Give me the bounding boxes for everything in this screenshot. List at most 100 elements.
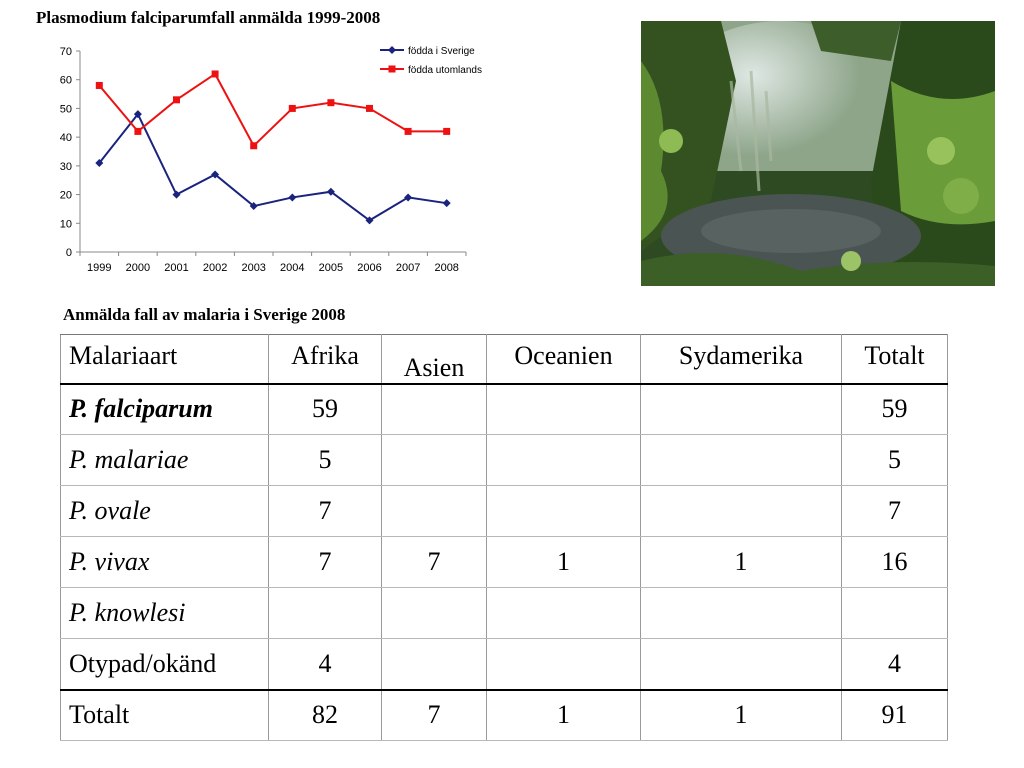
- sydamerika-cell: [640, 434, 842, 486]
- afrika-cell: 4: [268, 638, 382, 690]
- data-point: [134, 127, 142, 135]
- oceanien-cell: [486, 383, 641, 435]
- asien-cell: [381, 383, 487, 435]
- totalt-cell: 59: [841, 383, 948, 435]
- x-tick-label: 2000: [126, 262, 150, 274]
- data-point: [288, 193, 297, 202]
- chart-title: Plasmodium falciparumfall anmälda 1999-2…: [36, 8, 381, 27]
- y-tick-label: 10: [60, 218, 72, 230]
- sydamerika-cell: [640, 485, 842, 537]
- y-tick-label: 20: [60, 190, 72, 202]
- afrika-cell: 82: [268, 688, 382, 741]
- malaria-cases-table: Malariaart Afrika Asien Oceanien Sydamer…: [60, 334, 948, 741]
- table-row: Otypad/okänd 4 4: [60, 638, 948, 690]
- y-tick-label: 50: [60, 103, 72, 115]
- sydamerika-cell: 1: [640, 536, 842, 588]
- x-tick-label: 2002: [203, 262, 227, 274]
- header-asien: Asien: [381, 334, 487, 385]
- data-point: [404, 193, 413, 202]
- series-line-1: [98, 112, 447, 222]
- species-cell: P. vivax: [60, 536, 269, 588]
- species-cell: P. falciparum: [60, 383, 269, 435]
- oceanien-cell: 1: [486, 536, 641, 588]
- data-point: [404, 127, 412, 135]
- table-header-row: Malariaart Afrika Asien Oceanien Sydamer…: [60, 334, 948, 385]
- afrika-cell: 7: [268, 536, 382, 588]
- asien-cell: 7: [381, 688, 487, 741]
- y-tick-label: 30: [60, 161, 72, 173]
- oceanien-cell: [486, 587, 641, 639]
- legend-marker: [388, 46, 396, 54]
- header-oceanien: Oceanien: [486, 334, 641, 385]
- header-malariaart: Malariaart: [60, 334, 269, 385]
- totalt-cell: 4: [841, 638, 948, 690]
- afrika-cell: [268, 587, 382, 639]
- totalt-cell: 91: [841, 688, 948, 741]
- table-row: P. ovale 7 7: [60, 485, 948, 537]
- sydamerika-cell: 1: [640, 688, 842, 741]
- x-tick-label: 2007: [396, 262, 420, 274]
- line-chart: 0 10 20 30 40 50 60 70 1999 2000 2001 2002 2003 2004 2…: [60, 46, 482, 274]
- table-title: Anmälda fall av malaria i Sverige 2008: [63, 305, 346, 324]
- sydamerika-cell: [640, 587, 842, 639]
- x-tick-label: 2005: [319, 262, 343, 274]
- oceanien-cell: [486, 485, 641, 537]
- oceanien-cell: [486, 638, 641, 690]
- data-point: [442, 199, 451, 208]
- oceanien-cell: 1: [486, 688, 641, 741]
- totalt-cell: 7: [841, 485, 948, 537]
- y-tick-label: 60: [60, 75, 72, 87]
- species-cell: P. malariae: [60, 434, 269, 486]
- greenhouse-photo: [641, 21, 995, 286]
- totalt-cell: 5: [841, 434, 948, 486]
- data-point: [288, 104, 296, 112]
- greenhouse-photo-image: [641, 21, 995, 286]
- series-line-2: [98, 72, 447, 148]
- y-tick-label: 40: [60, 132, 72, 144]
- species-cell: Totalt: [60, 688, 269, 741]
- asien-cell: [381, 587, 487, 639]
- data-point: [326, 187, 335, 196]
- header-totalt: Totalt: [841, 334, 948, 385]
- data-point: [133, 110, 142, 119]
- species-cell: P. knowlesi: [60, 587, 269, 639]
- data-point: [211, 70, 219, 78]
- asien-cell: [381, 485, 487, 537]
- table-total-row: Totalt 82 7 1 1 91: [60, 688, 948, 741]
- data-point: [327, 99, 335, 107]
- data-point: [173, 96, 180, 104]
- data-point: [211, 170, 220, 179]
- data-point: [250, 142, 258, 150]
- y-tick-label: 0: [66, 247, 72, 259]
- afrika-cell: 7: [268, 485, 382, 537]
- oceanien-cell: [486, 434, 641, 486]
- table-row: P. malariae 5 5: [60, 434, 948, 486]
- data-point: [443, 127, 451, 135]
- y-tick-label: 70: [60, 46, 72, 58]
- table-row: P. vivax 7 7 1 1 16: [60, 536, 948, 588]
- asien-cell: [381, 434, 487, 486]
- header-sydamerika: Sydamerika: [640, 334, 842, 385]
- data-point: [172, 190, 181, 199]
- totalt-cell: [841, 587, 948, 639]
- species-cell: P. ovale: [60, 485, 269, 537]
- x-tick-label: 2004: [280, 262, 304, 274]
- x-tick-label: 2008: [434, 262, 458, 274]
- data-point: [95, 81, 103, 89]
- afrika-cell: 59: [268, 383, 382, 435]
- data-point: [249, 202, 258, 211]
- sydamerika-cell: [640, 383, 842, 435]
- sydamerika-cell: [640, 638, 842, 690]
- data-point: [95, 158, 104, 167]
- data-point: [366, 104, 373, 112]
- data-point: [365, 216, 374, 225]
- x-tick-label: 1999: [87, 262, 111, 274]
- table-row: P. knowlesi: [60, 587, 948, 639]
- totalt-cell: 16: [841, 536, 948, 588]
- legend-marker: [388, 65, 396, 73]
- afrika-cell: 5: [268, 434, 382, 486]
- x-tick-label: 2003: [241, 262, 265, 274]
- x-tick-label: 2001: [164, 262, 188, 274]
- legend-label: födda utomlands: [408, 65, 482, 76]
- asien-cell: 7: [381, 536, 487, 588]
